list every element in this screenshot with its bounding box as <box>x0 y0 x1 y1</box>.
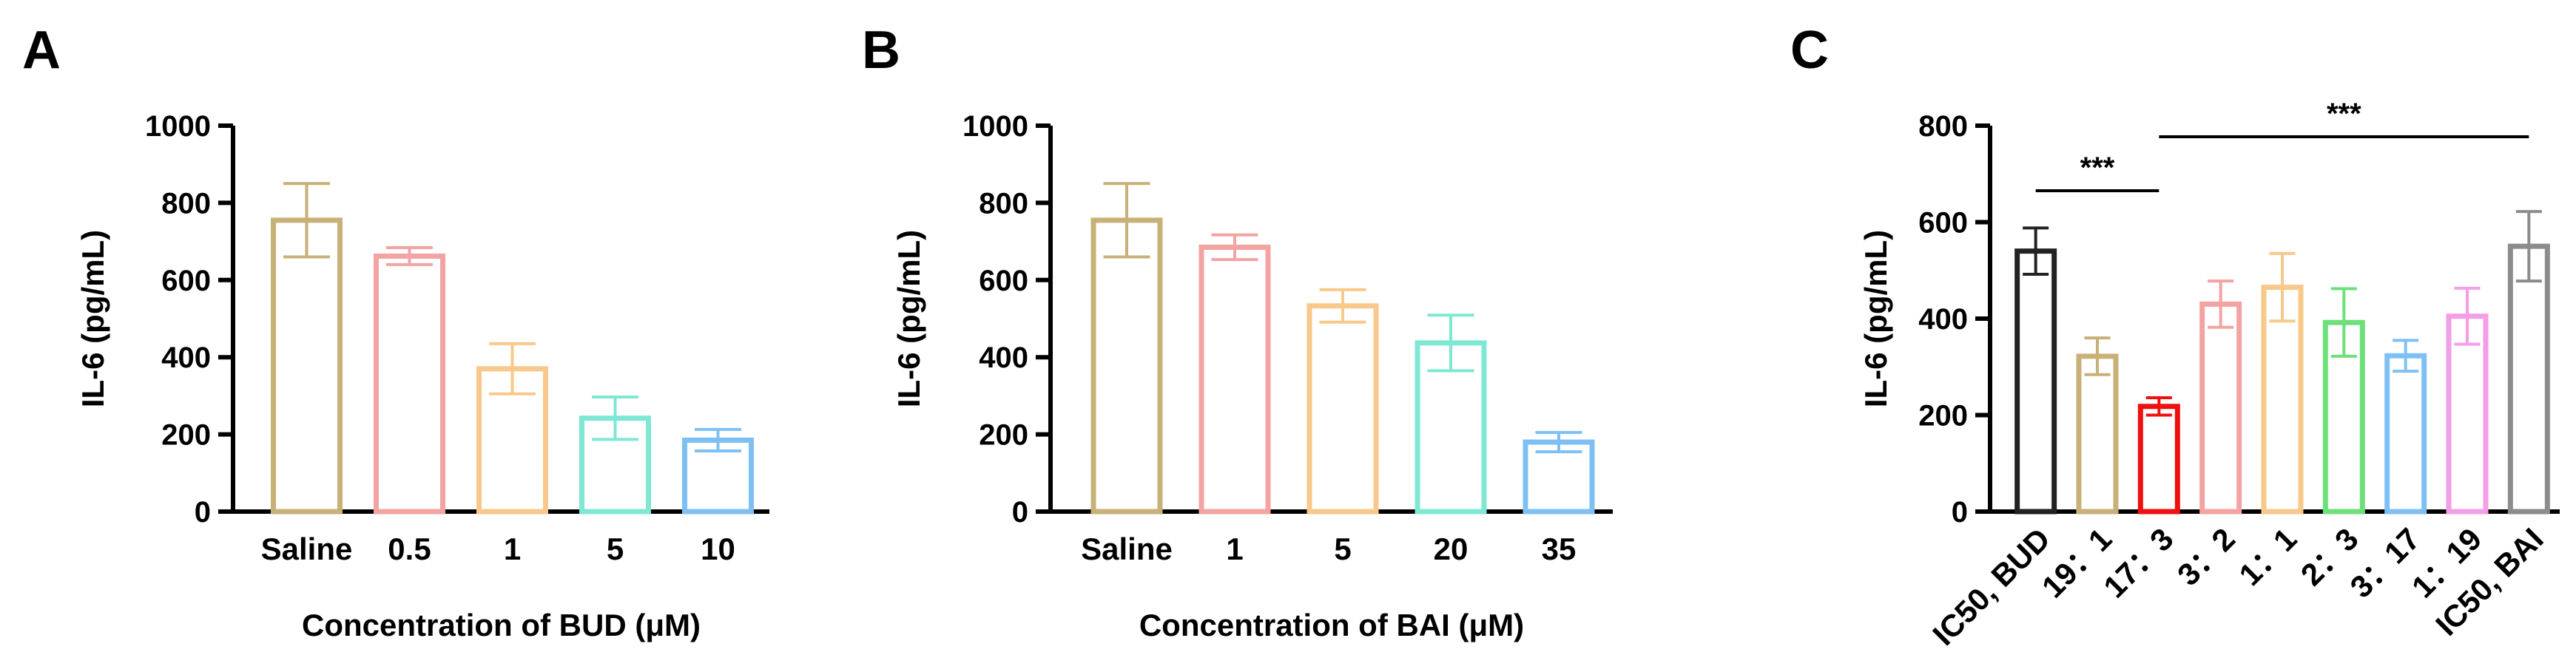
x-tick-label: 19：1 <box>2035 521 2118 604</box>
panel-letter-a: A <box>22 21 61 80</box>
x-tick-label: 1 <box>504 532 521 566</box>
panel-c: C 0 200 400 600 800 IL-6 (pg/mL) IC50, BUD19：1… <box>1790 21 2560 652</box>
y-tick-label: 400 <box>1918 303 1968 336</box>
y-axis-label: IL-6 (pg/mL) <box>891 230 926 407</box>
bar <box>2507 243 2550 515</box>
y-tick-label: 600 <box>979 265 1028 297</box>
x-tick-label: IC50, BUD <box>1926 521 2057 652</box>
bar <box>2076 353 2119 515</box>
bar <box>271 217 343 515</box>
y-tick-label: 400 <box>979 342 1028 374</box>
y-tick-label: 0 <box>1012 496 1028 529</box>
bar <box>2384 353 2427 515</box>
y-axis-label: IL-6 (pg/mL) <box>1858 230 1893 407</box>
panel-letter-c: C <box>1790 21 1829 80</box>
x-axis-label: Concentration of BAI (μM) <box>1139 608 1524 642</box>
y-tick-label: 600 <box>161 265 211 297</box>
x-tick-label: 5 <box>607 532 624 566</box>
plot-c: 0 200 400 600 800 IL-6 (pg/mL) IC50, BUD19：117… <box>1858 98 2560 652</box>
panel-letter-b: B <box>862 21 900 80</box>
x-tick-label: 35 <box>1542 532 1577 566</box>
y-tick-label: 200 <box>161 419 211 452</box>
x-tick-label: Saline <box>1081 532 1173 566</box>
significance-label: *** <box>2080 152 2115 184</box>
x-tick-label: 20 <box>1434 532 1469 566</box>
y-tick-label: 1000 <box>962 110 1028 143</box>
y-tick-label: 200 <box>1918 400 1968 432</box>
y-tick-label: 0 <box>1952 496 1968 529</box>
x-tick-label: 3：17 <box>2344 521 2427 604</box>
x-tick-label: 1 <box>1226 532 1243 566</box>
y-tick-label: 800 <box>1918 110 1968 143</box>
y-tick-label: 800 <box>161 187 211 220</box>
y-tick-label: 200 <box>979 419 1028 452</box>
bar <box>374 253 445 515</box>
bar <box>1198 244 1271 515</box>
plot-b: 0 200 400 600 800 1000 IL-6 (pg/mL) Concentrati… <box>891 110 1613 642</box>
bar <box>2137 404 2180 515</box>
bar <box>2014 248 2057 515</box>
plot-a: 0 200 400 600 800 1000 IL-6 (pg/mL) Concentrati… <box>75 110 769 642</box>
y-tick-label: 0 <box>195 496 211 529</box>
y-axis-label: IL-6 (pg/mL) <box>75 230 110 407</box>
x-tick-label: 5 <box>1334 532 1351 566</box>
x-tick-label: 10 <box>701 532 735 566</box>
significance-label: *** <box>2327 98 2361 130</box>
x-axis-label: Concentration of BUD (μM) <box>302 608 701 642</box>
bar <box>2199 301 2242 515</box>
x-tick-label: 1：1 <box>2232 521 2303 592</box>
panel-a: A 0 200 400 600 800 1000 IL-6 (pg/mL) Concentra… <box>22 21 769 642</box>
y-tick-label: 800 <box>979 187 1028 220</box>
x-tick-label: 0.5 <box>388 532 431 566</box>
bar <box>1306 303 1379 515</box>
x-tick-label: 3：2 <box>2171 521 2242 592</box>
x-tick-label: Saline <box>261 532 353 566</box>
x-tick-label: 17：3 <box>2097 521 2179 604</box>
y-tick-label: 400 <box>161 342 211 374</box>
panel-b: B 0 200 400 600 800 1000 IL-6 (pg/mL) Concentra… <box>862 21 1613 642</box>
bar <box>1090 217 1163 515</box>
y-tick-label: 1000 <box>145 110 211 143</box>
y-tick-label: 600 <box>1918 207 1968 240</box>
